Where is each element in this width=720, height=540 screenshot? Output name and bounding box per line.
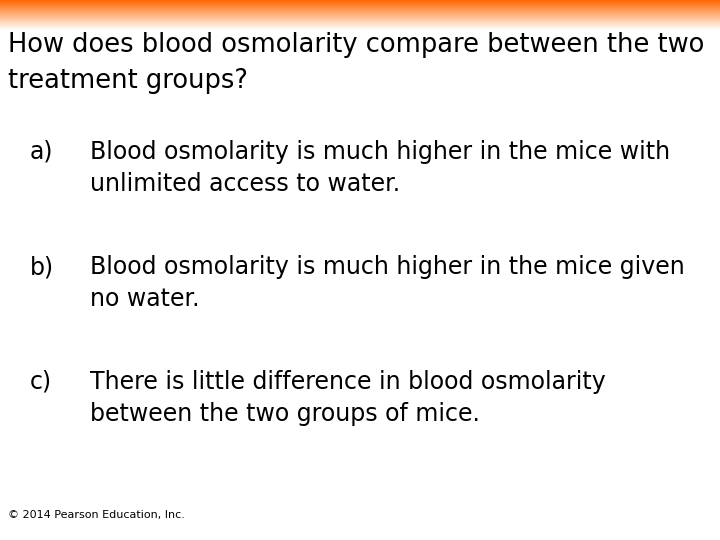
Text: c): c)	[30, 370, 52, 394]
Text: treatment groups?: treatment groups?	[8, 68, 248, 94]
Text: © 2014 Pearson Education, Inc.: © 2014 Pearson Education, Inc.	[8, 510, 185, 520]
Text: between the two groups of mice.: between the two groups of mice.	[90, 402, 480, 426]
Text: Blood osmolarity is much higher in the mice with: Blood osmolarity is much higher in the m…	[90, 140, 670, 164]
Text: Blood osmolarity is much higher in the mice given: Blood osmolarity is much higher in the m…	[90, 255, 685, 279]
Text: There is little difference in blood osmolarity: There is little difference in blood osmo…	[90, 370, 606, 394]
Text: How does blood osmolarity compare between the two: How does blood osmolarity compare betwee…	[8, 32, 704, 58]
Text: a): a)	[30, 140, 53, 164]
Text: b): b)	[30, 255, 54, 279]
Text: no water.: no water.	[90, 287, 199, 311]
Text: unlimited access to water.: unlimited access to water.	[90, 172, 400, 196]
